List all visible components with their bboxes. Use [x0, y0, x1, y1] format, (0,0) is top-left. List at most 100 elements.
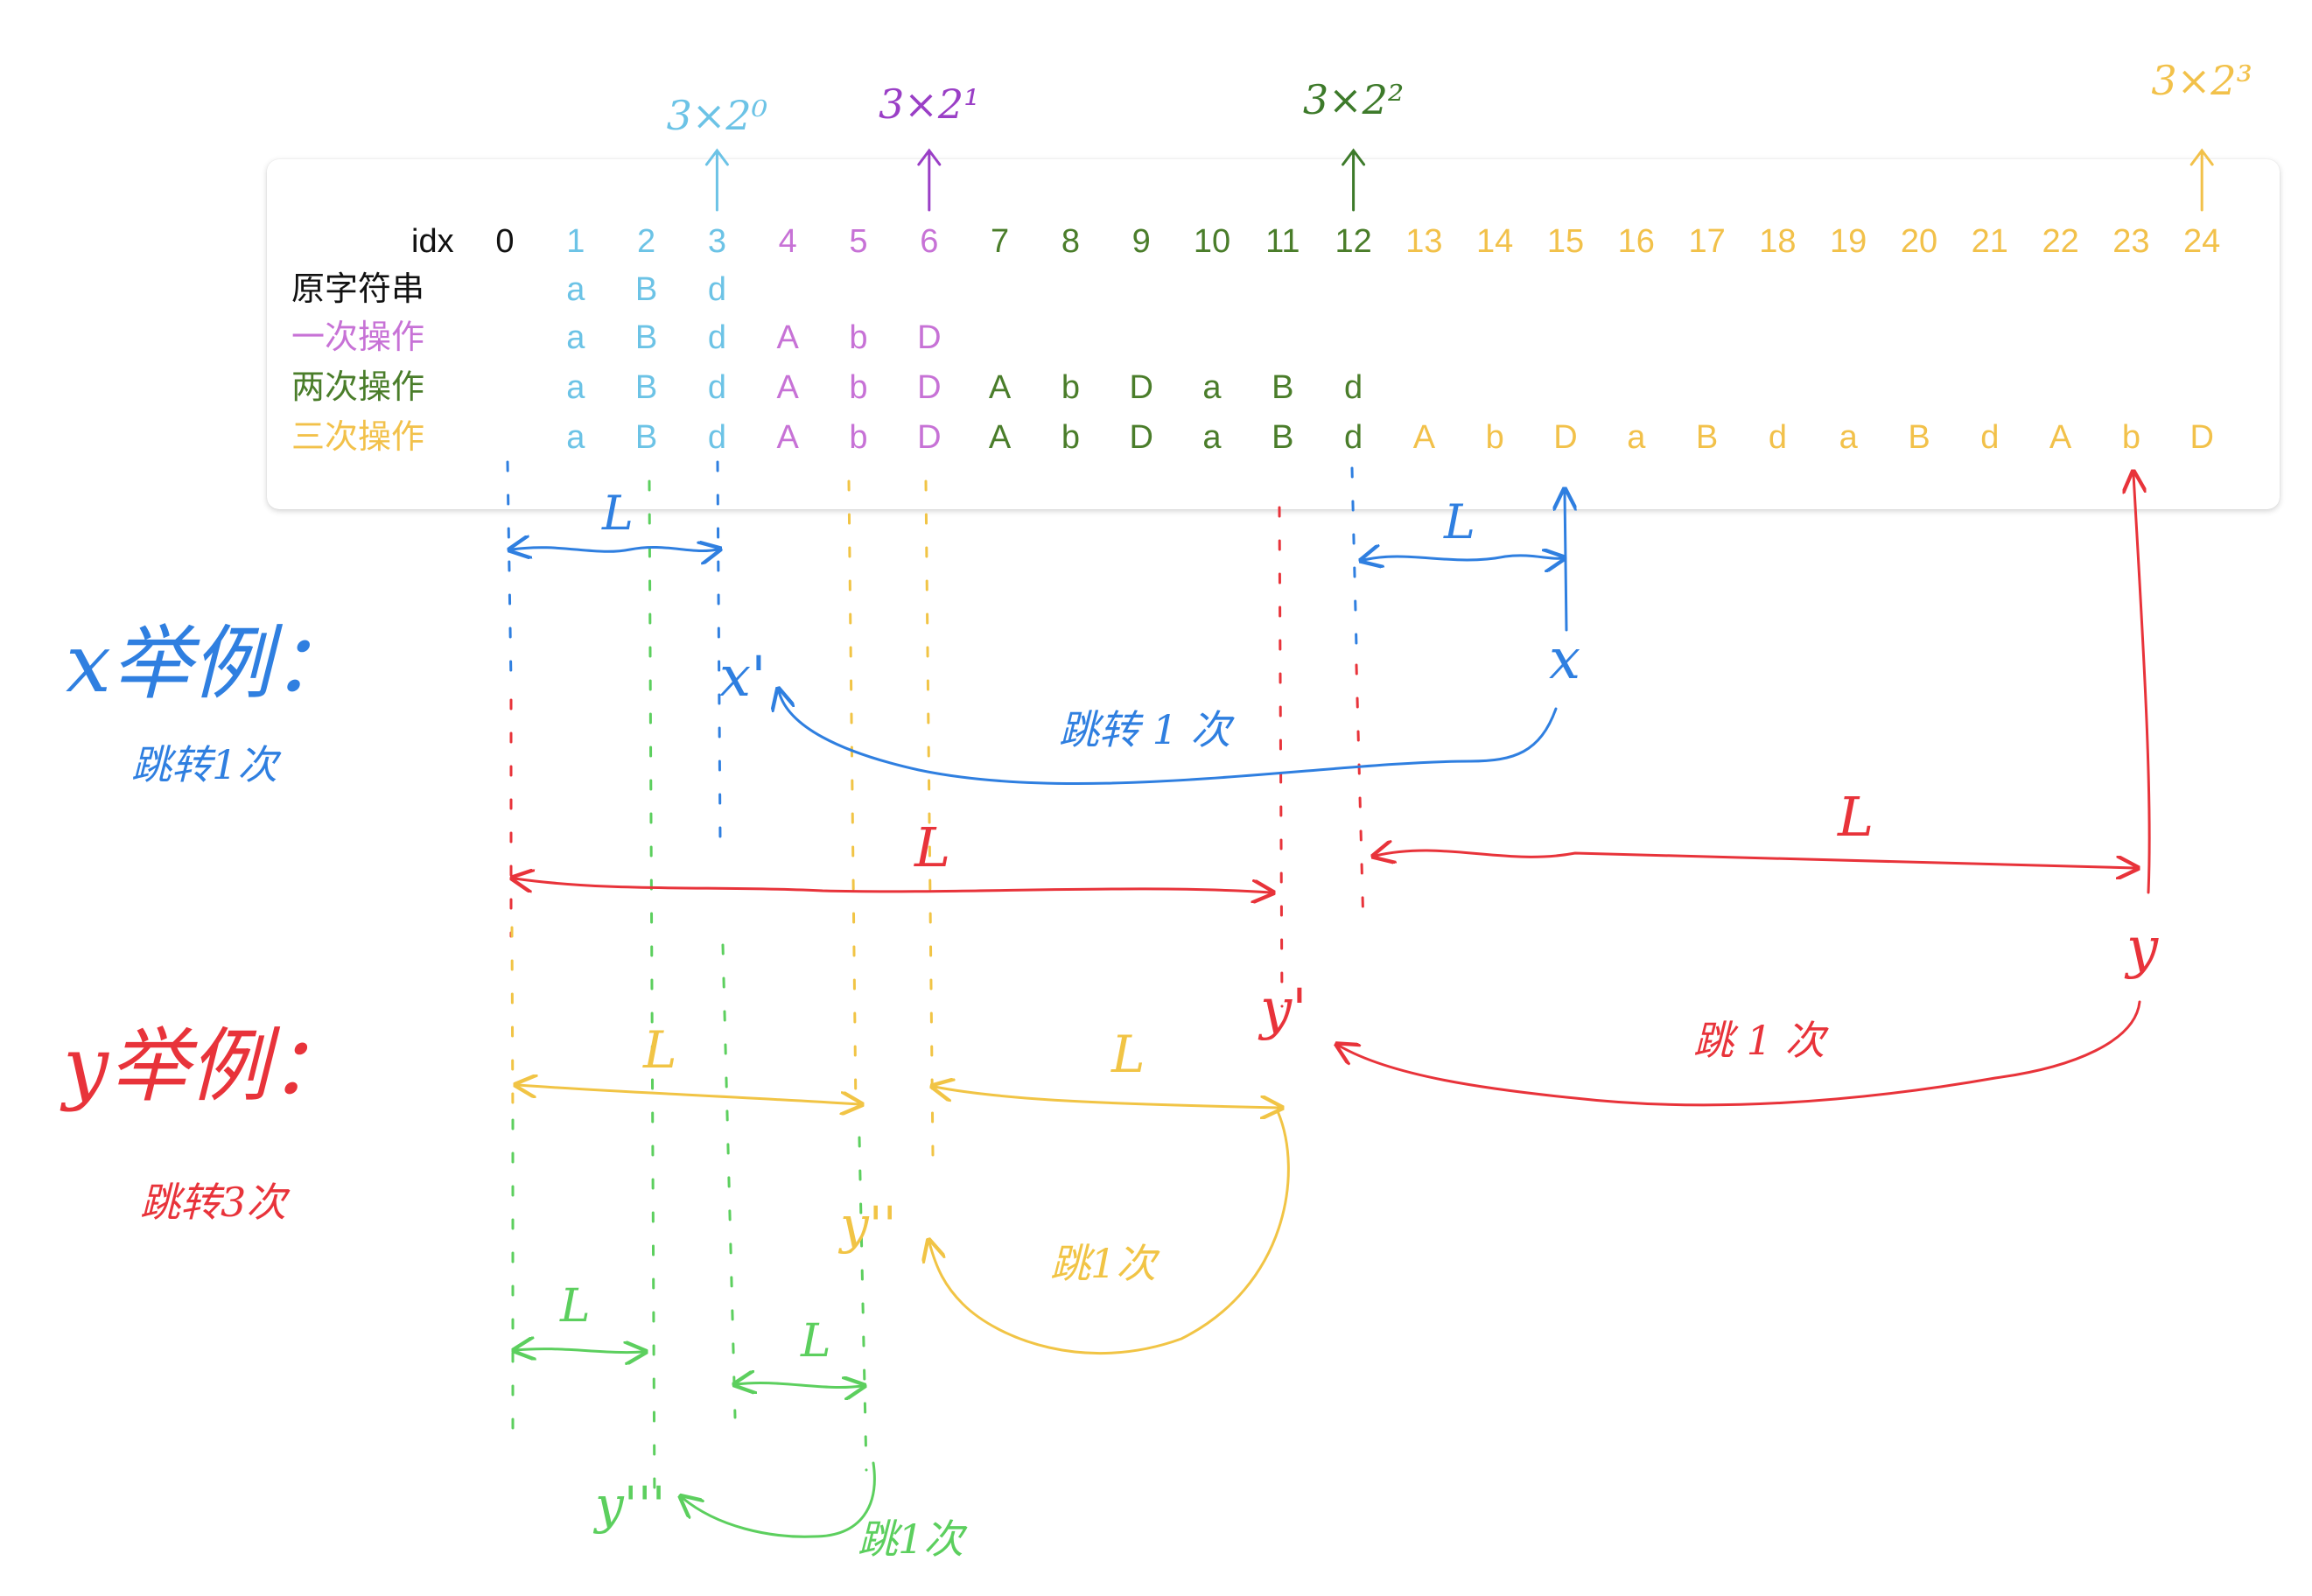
row-char: B	[1696, 419, 1718, 456]
x-example-label: x举例：	[66, 617, 353, 710]
green-jump-label: 跳1次	[858, 1516, 968, 1563]
power-marker-label: 3×2⁰	[667, 92, 768, 139]
red-jump-arc	[1339, 1000, 2141, 1107]
idx-24: 24	[2183, 223, 2220, 260]
row-label: 原字符串	[291, 270, 424, 308]
x-example-drawing	[512, 492, 1566, 785]
row-char: b	[2122, 419, 2140, 456]
x-jump-label: 跳转1次	[131, 741, 282, 788]
blue-L-left-label: L	[601, 486, 634, 541]
guide-lines	[506, 460, 1365, 1507]
idx-label: idx	[411, 223, 454, 260]
idx-4: 4	[779, 223, 797, 260]
table-card	[267, 159, 2280, 509]
idx-12: 12	[1335, 223, 1371, 260]
red-guide-12	[1355, 663, 1365, 929]
x-prime-label: x'	[719, 645, 767, 710]
row-char: d	[708, 271, 726, 308]
idx-8: 8	[1061, 223, 1080, 260]
row-char: b	[1061, 419, 1080, 456]
yellow-L-left-label: L	[642, 1020, 677, 1080]
row-char: b	[849, 369, 867, 406]
yellow-guide-0	[510, 926, 515, 1122]
power-marker-label: 3×2¹	[879, 80, 980, 128]
idx-1: 1	[566, 223, 585, 260]
yellow-L-right-label: L	[1110, 1025, 1145, 1084]
row-char: d	[708, 319, 726, 356]
idx-10: 10	[1194, 223, 1230, 260]
row-char: a	[566, 369, 585, 406]
blue-guide-0	[506, 460, 513, 684]
green-guide-5	[858, 1136, 868, 1472]
blue-guide-12	[1350, 466, 1358, 649]
green-L-span-right	[737, 1382, 862, 1387]
idx-5: 5	[849, 223, 867, 260]
red-up-arrow-23	[2133, 474, 2151, 894]
row-char: A	[777, 369, 800, 406]
yellow-L-span-right	[935, 1087, 1279, 1108]
idx-22: 22	[2042, 223, 2078, 260]
row-char: D	[917, 369, 941, 406]
row-char: b	[1486, 419, 1504, 456]
row-char: a	[566, 319, 585, 356]
row-char: a	[1202, 369, 1222, 406]
y-example-green	[516, 1349, 876, 1538]
row-char: b	[849, 319, 867, 356]
idx-23: 23	[2112, 223, 2149, 260]
yellow-jump-label: 跳1次	[1050, 1240, 1160, 1287]
y-jump-label: 跳转3次	[140, 1179, 291, 1226]
yellow-guide-6	[924, 480, 935, 1157]
green-guide-2	[648, 480, 656, 1507]
blue-L-span-left	[512, 547, 718, 551]
power-marker-label: 3×2³	[2151, 57, 2252, 104]
idx-6: 6	[920, 223, 938, 260]
yellow-jump-arc	[929, 1110, 1290, 1355]
red-L-left-label: L	[914, 816, 950, 879]
idx-0: 0	[495, 223, 514, 260]
row-char: D	[1129, 369, 1152, 406]
row-label: 两次操作	[291, 368, 424, 406]
index-numbers: 0 1 2 3 4 5 6 7 8 9 10 11 12 13 14 15 16 17 18 19 20 21 22 23 24	[495, 223, 2220, 260]
red-L-right-label: L	[1837, 785, 1874, 849]
red-L-span-right	[1376, 850, 2135, 868]
row-char: D	[917, 419, 941, 456]
y-triple-prime-label: y'''	[592, 1475, 666, 1535]
y-double-prime-label: y''	[837, 1195, 897, 1255]
power-marker-label: 3×2²	[1303, 76, 1405, 123]
power-marker-arrow	[917, 148, 942, 212]
row-char: A	[777, 419, 800, 456]
x-point-label: x	[1549, 627, 1580, 692]
idx-20: 20	[1901, 223, 1937, 260]
row-char: d	[708, 369, 726, 406]
row-char: B	[635, 419, 657, 456]
idx-15: 15	[1547, 223, 1584, 260]
row-char: A	[777, 319, 800, 356]
idx-13: 13	[1405, 223, 1442, 260]
power-markers: 3×2⁰ 3×2¹ 3×2² 3×2³	[667, 57, 2252, 212]
green-L-left-label: L	[559, 1280, 591, 1333]
row-char: d	[1344, 369, 1363, 406]
yellow-L-span-left	[518, 1085, 859, 1104]
idx-21: 21	[1972, 223, 2008, 260]
idx-17: 17	[1688, 223, 1725, 260]
y-example-label: y举例：	[60, 1019, 350, 1113]
red-L-span-left	[515, 878, 1271, 892]
row-char: D	[917, 319, 941, 356]
idx-19: 19	[1830, 223, 1867, 260]
row-char: A	[989, 369, 1012, 406]
blue-up-arrow-15	[1565, 492, 1566, 632]
blue-jump-label: 跳转 1 次	[1059, 706, 1236, 753]
idx-18: 18	[1759, 223, 1796, 260]
idx-7: 7	[991, 223, 1009, 260]
green-L-span-left	[516, 1349, 643, 1353]
row-char: d	[1344, 419, 1363, 456]
row-char: a	[566, 419, 585, 456]
row-char: D	[2189, 419, 2213, 456]
y-example-red	[515, 474, 2151, 1107]
row-char: D	[1553, 419, 1577, 456]
red-guide-11	[1278, 506, 1284, 1008]
row-char: B	[1272, 369, 1293, 406]
index-table: idx 0 1 2 3 4 5 6 7 8 9 10 11 12 13 14 15 16 17 18 19 20 21 22…	[291, 223, 2220, 456]
